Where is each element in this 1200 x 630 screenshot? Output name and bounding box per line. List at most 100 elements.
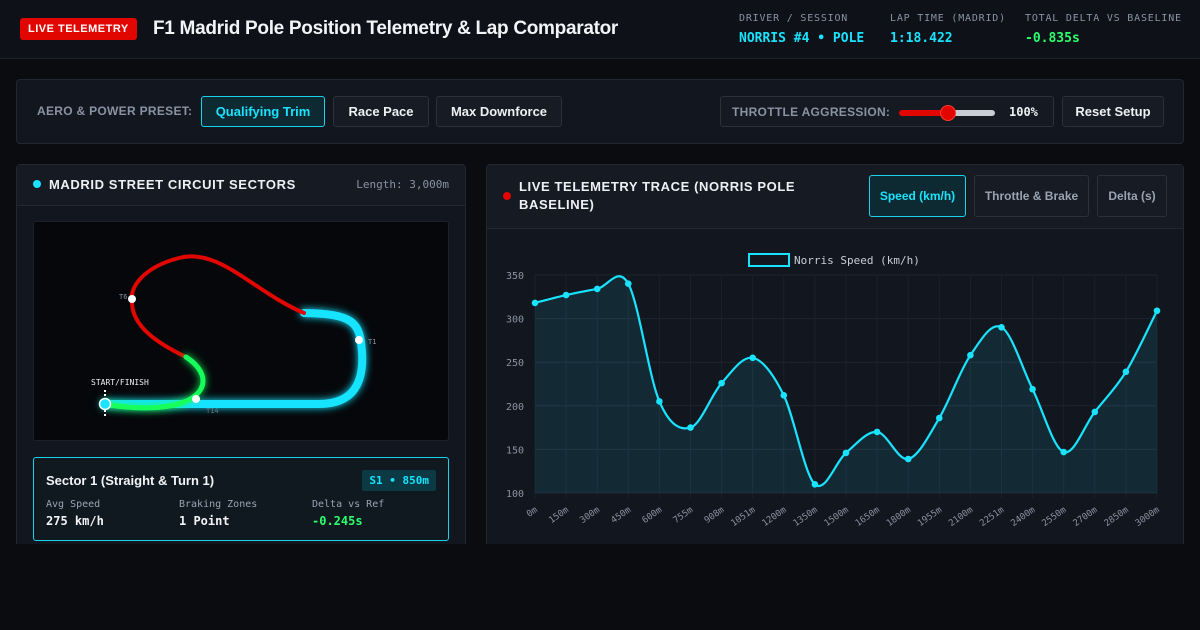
circuit-panel-header: MADRID STREET CIRCUIT SECTORS Length: 3,… — [17, 165, 465, 206]
legend-swatch — [748, 253, 790, 267]
stat-value: NORRIS #4 • POLE — [739, 31, 865, 46]
stat-label: TOTAL DELTA VS BASELINE — [1025, 13, 1182, 24]
speed-data-point[interactable] — [1153, 307, 1161, 315]
preset-label: AERO & POWER PRESET: — [37, 104, 193, 118]
speed-data-point[interactable] — [998, 324, 1005, 331]
y-tick-label: 300 — [506, 315, 524, 326]
speed-data-point[interactable] — [687, 424, 694, 431]
x-tick-label: 2700m — [1072, 505, 1100, 529]
sector-3-path[interactable] — [102, 354, 206, 411]
x-tick-label: 150m — [547, 505, 571, 526]
tab-speed[interactable]: Speed (km/h) — [869, 175, 966, 217]
preset-max-downforce-button[interactable]: Max Downforce — [436, 96, 562, 127]
speed-chart-area: 100 150 200 250 300 350 0m 150m 300m 450m 600m 755m… — [487, 229, 1185, 545]
turn-6-marker[interactable] — [128, 295, 136, 303]
app-header: LIVE TELEMETRY F1 Madrid Pole Position T… — [0, 0, 1200, 59]
live-dot-icon — [503, 192, 511, 200]
track-map: T1 T6 T14 START/FINISH — [33, 221, 449, 441]
turn-1-label: T1 — [368, 338, 376, 346]
x-tick-label: 2550m — [1040, 505, 1068, 529]
x-tick-label: 1800m — [885, 505, 913, 529]
speed-data-point[interactable] — [904, 455, 912, 463]
preset-qualifying-trim-button[interactable]: Qualifying Trim — [201, 96, 325, 127]
speed-data-point[interactable] — [718, 379, 725, 387]
turn-14-marker[interactable] — [192, 395, 200, 403]
x-tick-label: 1200m — [761, 505, 789, 529]
stat-value: -0.835s — [1025, 31, 1080, 46]
throttle-value: 100% — [1009, 105, 1038, 119]
sector-detail-card: Sector 1 (Straight & Turn 1) S1 • 850m A… — [33, 457, 449, 541]
page-title: F1 Madrid Pole Position Telemetry & Lap … — [153, 18, 619, 39]
speed-data-point[interactable] — [936, 414, 943, 422]
speed-data-point[interactable] — [873, 428, 881, 436]
circuit-panel-title: MADRID STREET CIRCUIT SECTORS — [49, 177, 296, 192]
avg-speed-metric: Avg Speed 275 km/h — [46, 499, 104, 528]
throttle-slider-handle[interactable] — [940, 105, 956, 121]
speed-data-point[interactable] — [1091, 408, 1099, 416]
x-tick-label: 2850m — [1103, 505, 1131, 529]
x-tick-label: 2251m — [978, 505, 1006, 529]
throttle-label: THROTTLE AGGRESSION: — [732, 105, 891, 119]
start-finish-marker[interactable] — [98, 397, 112, 411]
speed-data-point[interactable] — [531, 299, 539, 307]
track-map-svg: T1 T6 T14 START/FINISH — [91, 254, 376, 418]
metric-label: Delta vs Ref — [312, 499, 385, 510]
lap-time-stat: LAP TIME (MADRID) 1:18.422 — [890, 13, 1006, 46]
reset-setup-button[interactable]: Reset Setup — [1062, 96, 1164, 127]
preset-race-pace-button[interactable]: Race Pace — [333, 96, 429, 127]
circuit-sectors-panel: MADRID STREET CIRCUIT SECTORS Length: 3,… — [16, 164, 466, 544]
x-tick-label: 600m — [641, 505, 665, 526]
speed-data-point[interactable] — [811, 480, 819, 488]
y-tick-label: 100 — [506, 489, 524, 500]
x-tick-label: 1650m — [854, 505, 882, 529]
x-tick-label: 1955m — [916, 505, 944, 529]
speed-data-point[interactable] — [656, 398, 663, 405]
x-tick-label: 3000m — [1134, 505, 1162, 529]
telemetry-trace-panel: LIVE TELEMETRY TRACE (NORRIS POLE BASELI… — [486, 164, 1184, 544]
metric-value: 1 Point — [179, 514, 230, 528]
speed-data-point[interactable] — [593, 285, 601, 293]
speed-data-point[interactable] — [780, 392, 788, 399]
speed-data-point[interactable] — [749, 354, 756, 362]
setup-controls-panel: AERO & POWER PRESET: Qualifying Trim Rac… — [16, 79, 1184, 144]
sector-1-path[interactable] — [101, 309, 367, 408]
speed-data-point[interactable] — [1122, 368, 1130, 376]
speed-data-point[interactable] — [967, 351, 974, 359]
turn-1-marker[interactable] — [355, 336, 363, 344]
live-telemetry-badge: LIVE TELEMETRY — [20, 18, 137, 40]
telemetry-panel-header: LIVE TELEMETRY TRACE (NORRIS POLE BASELI… — [487, 165, 1183, 229]
tab-throttle-brake[interactable]: Throttle & Brake — [974, 175, 1089, 217]
y-tick-label: 150 — [506, 445, 524, 456]
sector-card-title: Sector 1 (Straight & Turn 1) — [46, 473, 215, 488]
throttle-control: THROTTLE AGGRESSION: 100% — [720, 96, 1054, 127]
track-length: Length: 3,000m — [356, 178, 449, 191]
x-tick-label: 755m — [672, 505, 696, 526]
metric-value: -0.245s — [312, 514, 363, 528]
x-tick-label: 2100m — [947, 505, 975, 529]
y-tick-label: 350 — [506, 271, 524, 282]
status-dot-icon — [33, 180, 41, 188]
metric-label: Braking Zones — [179, 499, 258, 510]
x-tick-label: 450m — [610, 505, 634, 526]
x-tick-label: 1051m — [729, 505, 757, 529]
metric-label: Avg Speed — [46, 499, 101, 510]
speed-data-point[interactable] — [562, 291, 570, 299]
stat-label: LAP TIME (MADRID) — [890, 13, 1006, 24]
stat-label: DRIVER / SESSION — [739, 13, 849, 24]
x-tick-label: 1350m — [792, 505, 820, 529]
speed-data-point[interactable] — [1060, 448, 1067, 456]
legend-label: Norris Speed (km/h) — [794, 254, 920, 267]
total-delta-stat: TOTAL DELTA VS BASELINE -0.835s — [1025, 13, 1182, 46]
y-tick-label: 250 — [506, 358, 524, 369]
x-tick-label: 908m — [703, 505, 727, 526]
turn-6-label: T6 — [119, 293, 127, 301]
speed-data-point[interactable] — [1029, 385, 1036, 393]
tab-delta[interactable]: Delta (s) — [1097, 175, 1167, 217]
sector-badge: S1 • 850m — [362, 470, 436, 491]
start-finish-label: START/FINISH — [91, 378, 149, 387]
sector-2-path[interactable] — [129, 254, 306, 359]
driver-session-stat: DRIVER / SESSION NORRIS #4 • POLE — [739, 13, 864, 46]
speed-data-point[interactable] — [842, 449, 850, 457]
speed-data-point[interactable] — [625, 280, 632, 288]
stat-value: 1:18.422 — [890, 31, 953, 46]
